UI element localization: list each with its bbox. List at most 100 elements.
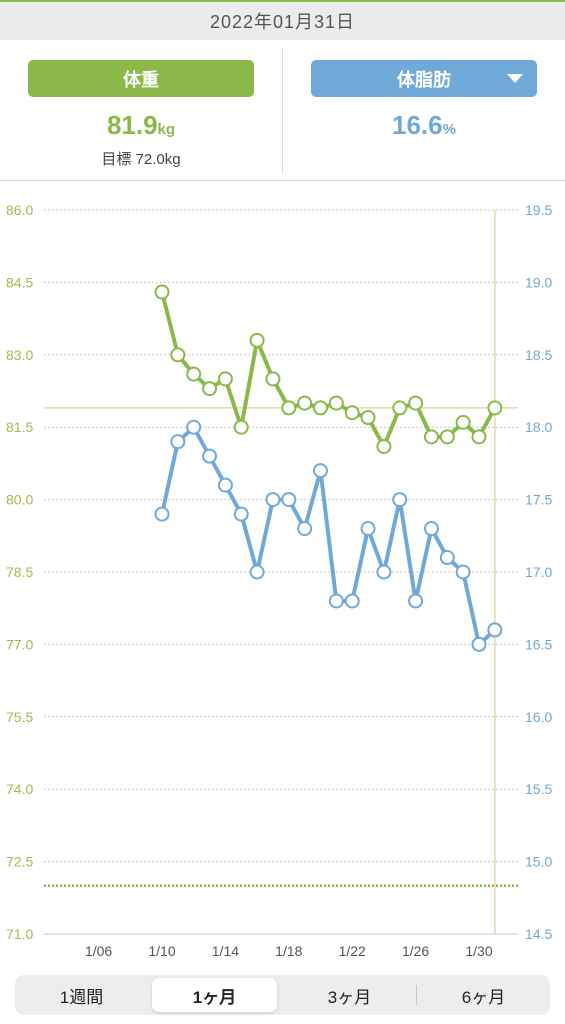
body-fat-data-point xyxy=(408,593,424,609)
body-fat-data-point xyxy=(217,477,233,493)
body-fat-dropdown[interactable]: 体脂肪 xyxy=(311,60,537,97)
body-fat-data-point xyxy=(265,492,281,508)
weight-button[interactable]: 体重 xyxy=(28,60,254,97)
right-axis-tick-label: 16.5 xyxy=(525,636,552,652)
left-axis-tick-label: 81.5 xyxy=(6,419,33,435)
body-fat-series-line xyxy=(160,425,497,647)
date-header: 2022年01月31日 xyxy=(0,0,565,40)
range-tab-3months[interactable]: 3ヶ月 xyxy=(287,978,412,1012)
weight-data-point xyxy=(233,419,249,435)
weight-goal: 目標 72.0kg xyxy=(101,151,181,168)
body-fat-data-point xyxy=(392,492,408,508)
weight-value: 81.9kg xyxy=(0,110,282,141)
right-axis-tick-label: 17.5 xyxy=(525,492,552,508)
left-axis-tick-label: 78.5 xyxy=(6,564,33,580)
body-fat-data-point xyxy=(249,564,265,580)
weight-unit: kg xyxy=(157,121,176,138)
right-axis-tick-label: 19.0 xyxy=(525,274,552,290)
weight-data-point xyxy=(202,381,218,397)
x-axis-tick-label: 1/06 xyxy=(85,943,112,959)
weight-data-point xyxy=(439,429,455,445)
right-axis-tick-label: 15.0 xyxy=(525,854,552,870)
body-fat-data-point xyxy=(328,593,344,609)
range-tab-1week[interactable]: 1週間 xyxy=(19,978,144,1012)
left-axis-tick-label: 75.5 xyxy=(6,709,33,725)
body-fat-data-point xyxy=(376,564,392,580)
weight-data-point xyxy=(297,395,313,411)
body-fat-data-point xyxy=(471,636,487,652)
left-axis-tick-label: 86.0 xyxy=(6,202,33,218)
right-axis-tick-label: 18.5 xyxy=(525,347,552,363)
body-fat-button-label: 体脂肪 xyxy=(397,69,451,90)
body-fat-data-point xyxy=(487,622,503,638)
range-tab-1month[interactable]: 1ヶ月 xyxy=(152,978,277,1012)
weight-data-point xyxy=(265,371,281,387)
left-axis-tick-label: 71.0 xyxy=(6,926,33,942)
body-fat-data-point xyxy=(170,434,186,450)
x-axis-tick-label: 1/18 xyxy=(275,943,302,959)
weight-data-point xyxy=(360,410,376,426)
weight-button-label: 体重 xyxy=(123,69,159,90)
weight-panel: 体重 81.9kg 目標 72.0kg xyxy=(0,40,282,180)
left-axis-tick-label: 74.0 xyxy=(6,781,33,797)
range-tab-label: 3ヶ月 xyxy=(327,987,372,1007)
x-axis-tick-label: 1/10 xyxy=(148,943,175,959)
range-selector: 1週間 1ヶ月 3ヶ月 6ヶ月 xyxy=(15,975,550,1015)
weight-data-point xyxy=(471,429,487,445)
weight-data-point xyxy=(186,366,202,382)
weight-data-point xyxy=(408,395,424,411)
body-fat-data-point xyxy=(281,492,297,508)
body-fat-data-point xyxy=(439,550,455,566)
fat-panel: 体脂肪 16.6% xyxy=(283,40,565,180)
left-axis-tick-label: 84.5 xyxy=(6,274,33,290)
weight-number: 81.9 xyxy=(106,110,158,140)
right-axis-tick-label: 14.5 xyxy=(525,926,552,942)
weight-series-line xyxy=(160,290,497,449)
weight-data-point xyxy=(376,439,392,455)
weight-data-point xyxy=(313,400,328,416)
caret-down-icon xyxy=(507,74,523,83)
body-fat-data-point xyxy=(233,506,249,522)
right-axis-tick-label: 16.0 xyxy=(525,709,552,725)
weight-data-point xyxy=(392,400,408,416)
body-fat-data-point xyxy=(360,521,376,537)
body-fat-data-point xyxy=(423,521,439,537)
weight-data-point xyxy=(154,284,170,300)
panel-divider xyxy=(282,48,283,174)
summary-panel: 体重 81.9kg 目標 72.0kg 体脂肪 16.6% xyxy=(0,40,565,181)
range-tab-6months[interactable]: 6ヶ月 xyxy=(421,978,546,1012)
x-axis-tick-label: 1/26 xyxy=(402,943,429,959)
right-axis-tick-label: 19.5 xyxy=(525,202,552,218)
body-fat-data-point xyxy=(313,463,328,479)
body-fat-number: 16.6 xyxy=(392,110,443,140)
range-separator xyxy=(416,985,417,1005)
weight-data-point xyxy=(487,400,503,416)
date-label: 2022年01月31日 xyxy=(209,12,356,32)
weight-data-point xyxy=(249,332,265,348)
body-fat-data-point xyxy=(455,564,471,580)
body-fat-data-point xyxy=(344,593,360,609)
weight-data-point xyxy=(455,414,471,430)
weight-data-point xyxy=(328,395,344,411)
weight-bodyfat-chart[interactable]: 86.0 84.5 83.0 81.5 80.0 78.5 77.0 75.5 74.0 72.5… xyxy=(0,180,565,970)
body-fat-data-point xyxy=(154,506,170,522)
right-axis-tick-label: 18.0 xyxy=(525,419,552,435)
right-axis-tick-label: 17.0 xyxy=(525,564,552,580)
range-tab-label: 6ヶ月 xyxy=(461,987,506,1007)
x-axis-tick-label: 1/30 xyxy=(465,943,492,959)
left-axis-tick-label: 80.0 xyxy=(6,492,33,508)
body-fat-data-point xyxy=(202,448,218,464)
range-tab-label: 1ヶ月 xyxy=(192,987,237,1007)
body-fat-data-point xyxy=(297,521,313,537)
body-fat-value: 16.6% xyxy=(283,110,565,141)
right-axis-tick-label: 15.5 xyxy=(525,781,552,797)
left-axis-tick-label: 77.0 xyxy=(6,636,33,652)
body-fat-unit: % xyxy=(442,121,456,138)
left-axis-tick-label: 83.0 xyxy=(6,347,33,363)
x-axis-tick-label: 1/22 xyxy=(339,943,366,959)
left-axis-tick-label: 72.5 xyxy=(6,854,33,870)
weight-data-point xyxy=(170,347,186,363)
x-axis-tick-label: 1/14 xyxy=(212,943,239,959)
body-fat-data-point xyxy=(186,419,202,435)
range-tab-label: 1週間 xyxy=(59,987,104,1007)
